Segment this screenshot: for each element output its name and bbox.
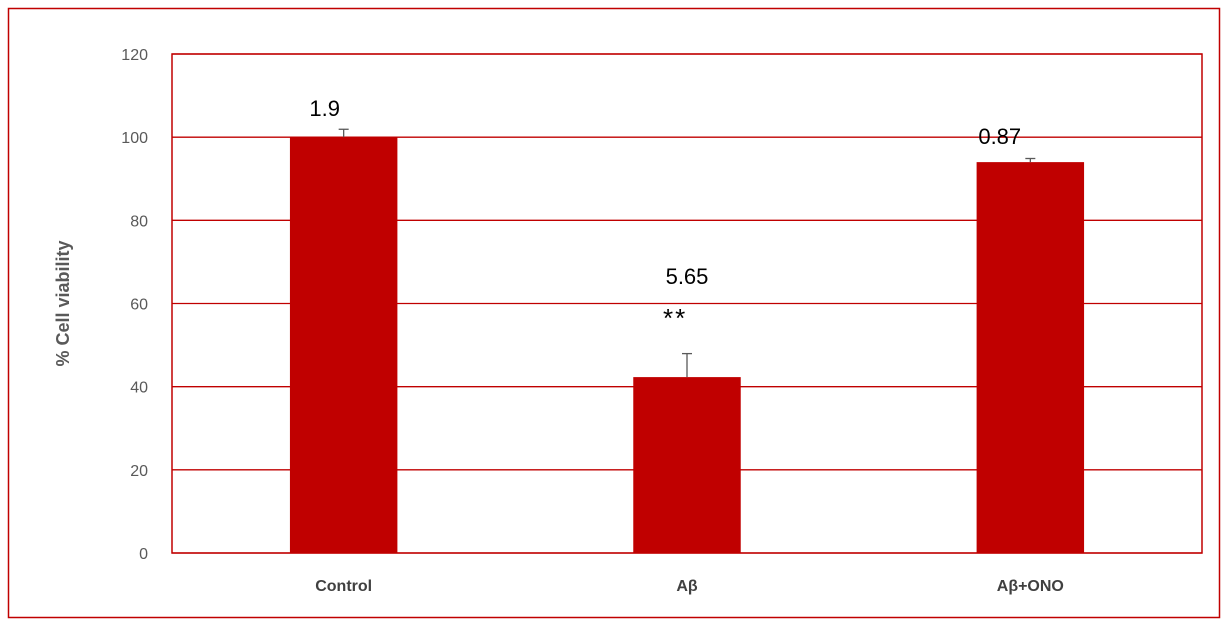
x-axis-categories: Control Aβ Aβ+ONO [315, 578, 1064, 595]
y-axis-ticks: 0 20 40 60 80 100 120 [121, 47, 148, 563]
y-tick-label: 60 [130, 297, 148, 314]
y-tick-label: 40 [130, 380, 148, 397]
bars: 1.9 5.65 ** 0.87 [289, 96, 1085, 553]
data-label: 5.65 [666, 264, 709, 289]
x-category-label: Control [315, 578, 372, 595]
y-tick-label: 20 [130, 463, 148, 480]
significance-annotation: ** [663, 303, 687, 333]
y-axis-title: % Cell viability [53, 240, 73, 366]
bar [976, 162, 1085, 553]
y-tick-label: 100 [121, 130, 148, 147]
data-label: 1.9 [309, 96, 340, 121]
bar [633, 377, 741, 553]
bar [289, 137, 398, 553]
y-tick-label: 80 [130, 213, 148, 230]
x-category-label: Aβ [676, 578, 698, 595]
data-label: 0.87 [978, 124, 1021, 149]
y-tick-label: 0 [139, 546, 148, 563]
y-tick-label: 120 [121, 47, 148, 64]
x-category-label: Aβ+ONO [997, 578, 1064, 595]
